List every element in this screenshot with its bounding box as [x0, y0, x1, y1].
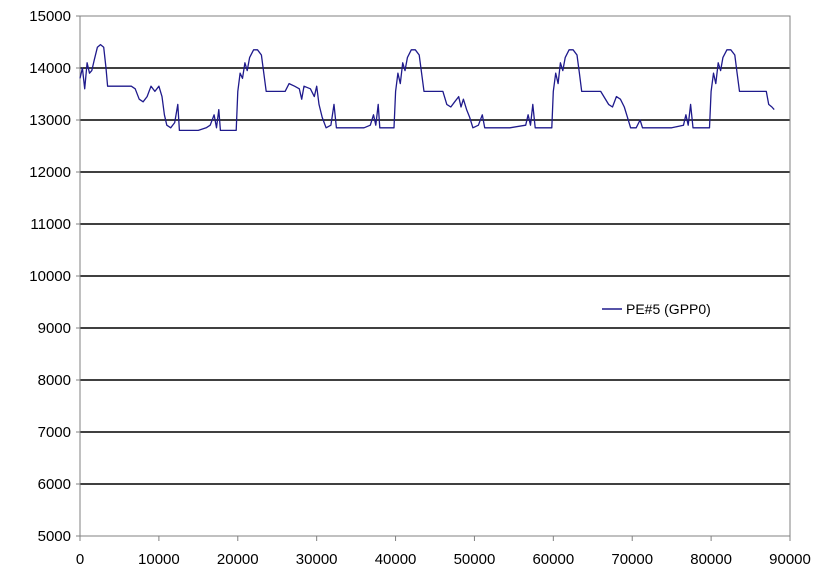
y-tick-label: 11000	[30, 216, 71, 233]
legend: PE#5 (GPP0)	[602, 301, 711, 317]
x-axis-ticks: 0 10000 20000 30000 40000 50000 60000 70000 8000…	[76, 536, 811, 568]
x-tick-label: 10000	[138, 551, 180, 568]
y-axis-ticks: 5000 6000 7000 8000 9000 10000 11000 12000 13000…	[29, 8, 80, 545]
y-tick-label: 10000	[29, 268, 71, 285]
grid-lines	[80, 67, 790, 485]
y-tick-label: 5000	[38, 528, 71, 545]
x-tick-label: 70000	[611, 551, 653, 568]
series-line-pe5-gpp0	[79, 43, 775, 132]
y-tick-label: 15000	[29, 8, 71, 25]
x-tick-label: 60000	[532, 551, 574, 568]
x-tick-label: 90000	[769, 551, 811, 568]
x-tick-label: 50000	[454, 551, 496, 568]
y-tick-label: 8000	[38, 372, 71, 389]
y-tick-label: 14000	[29, 60, 71, 77]
x-tick-label: 0	[76, 551, 84, 568]
y-tick-label: 9000	[38, 320, 71, 337]
legend-label: PE#5 (GPP0)	[626, 301, 711, 317]
x-tick-label: 20000	[217, 551, 259, 568]
x-tick-label: 40000	[375, 551, 417, 568]
y-tick-label: 13000	[29, 112, 71, 129]
y-tick-label: 12000	[29, 164, 71, 181]
x-tick-label: 80000	[690, 551, 732, 568]
x-tick-label: 30000	[296, 551, 338, 568]
y-tick-label: 7000	[38, 424, 71, 441]
y-tick-label: 6000	[38, 476, 71, 493]
